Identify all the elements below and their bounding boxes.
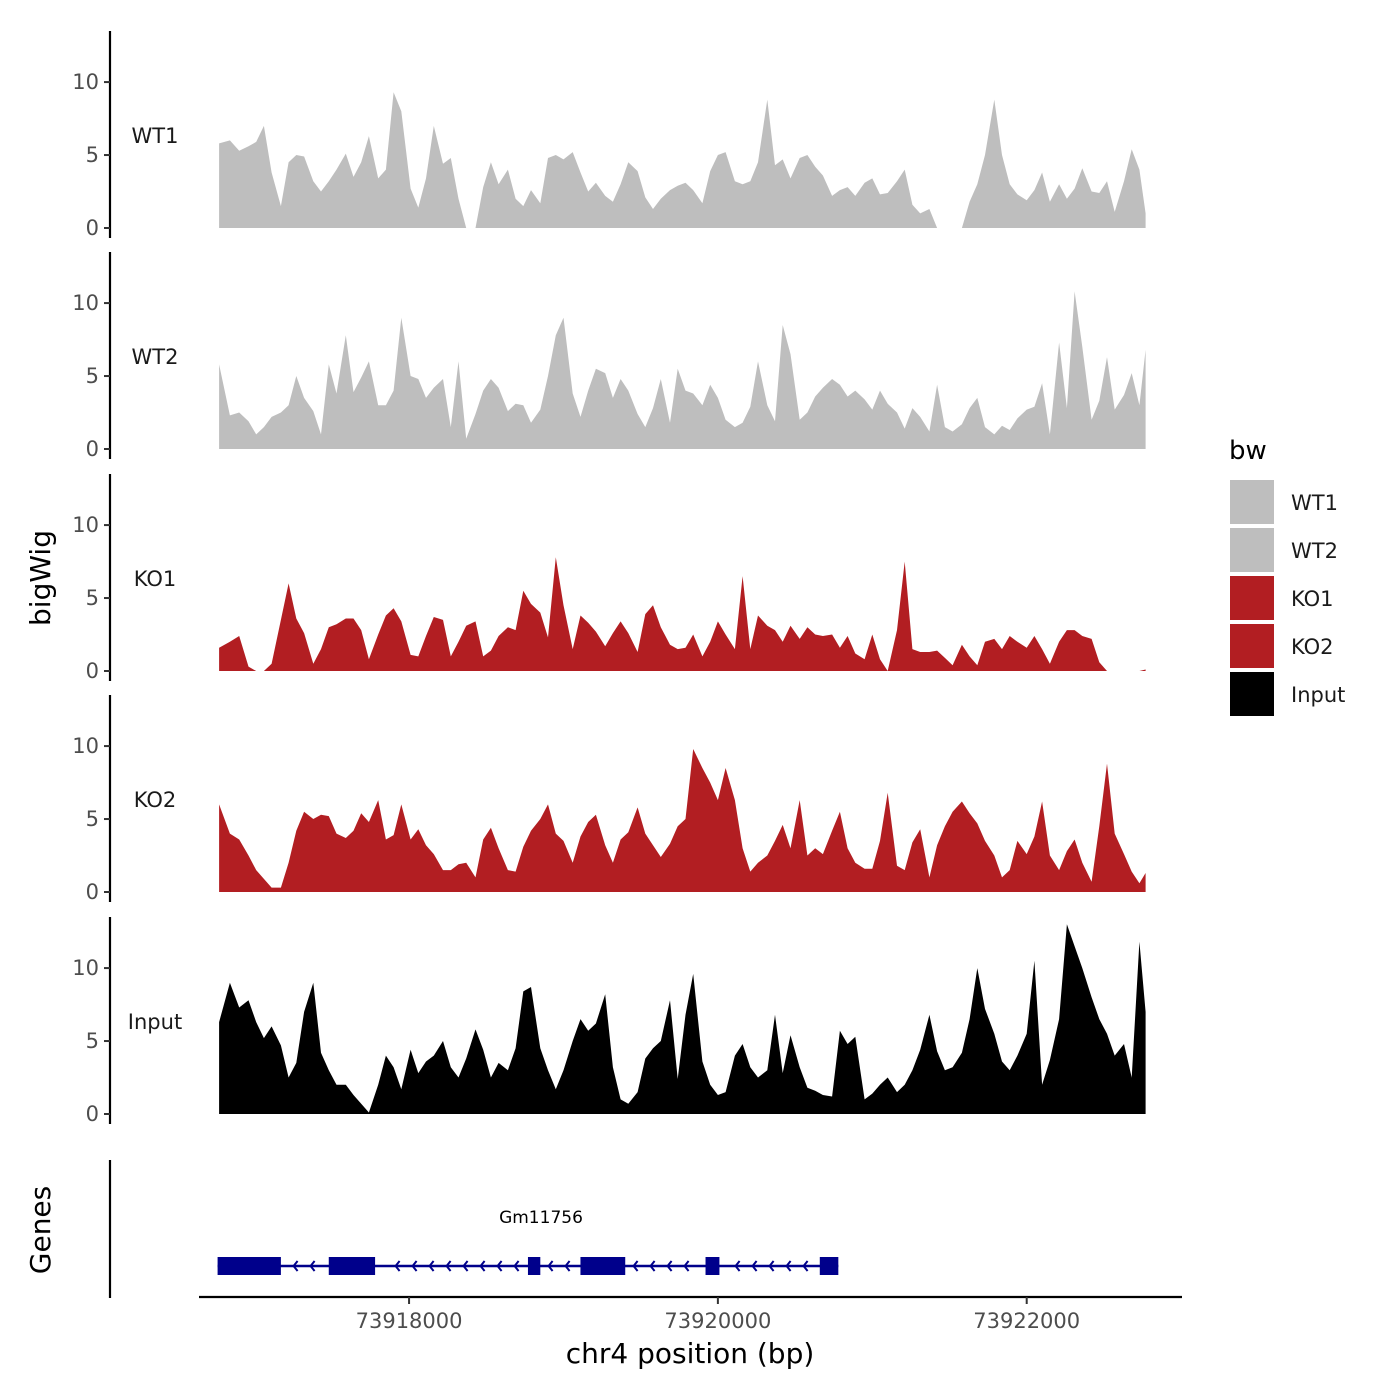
y-tick-label: 5 xyxy=(86,1029,99,1053)
y-tick-label: 5 xyxy=(86,364,99,388)
gene-exon xyxy=(217,1257,281,1275)
strand-arrow xyxy=(683,1260,690,1272)
strand-arrow xyxy=(751,1260,758,1272)
legend-entry-wt1: WT1 xyxy=(1230,480,1338,524)
y-tick-label: 5 xyxy=(86,586,99,610)
strand-arrow xyxy=(479,1260,486,1272)
strand-arrow xyxy=(309,1260,316,1272)
strand-arrow xyxy=(632,1260,639,1272)
track-ko1: 0 5 10 KO1 xyxy=(72,474,1146,683)
strand-arrow xyxy=(394,1260,401,1272)
strand-arrow xyxy=(496,1260,503,1272)
coverage-area-wt1 xyxy=(219,92,1146,228)
x-axis: 73918000 73920000 73922000 xyxy=(199,1295,1182,1333)
gene-name-label: Gm11756 xyxy=(499,1208,583,1228)
strand-arrow xyxy=(734,1260,741,1272)
legend-entry-ko1: KO1 xyxy=(1230,576,1334,620)
track-wt1: 0 5 10 WT1 xyxy=(72,31,1146,240)
legend-swatch xyxy=(1230,624,1274,668)
x-tick-label: 73920000 xyxy=(664,1309,771,1333)
gene-exon xyxy=(527,1257,541,1275)
gene-exon xyxy=(580,1257,626,1275)
strand-arrow xyxy=(462,1260,469,1272)
coverage-area-ko1 xyxy=(219,557,1146,671)
strand-arrow xyxy=(445,1260,452,1272)
gene-annotation-track: Gm11756 xyxy=(108,1160,839,1298)
gene-exon xyxy=(328,1257,376,1275)
y-tick-label: 5 xyxy=(86,807,99,831)
coverage-tracks: 0 5 10 WT1 0 5 10 WT2 0 5 10 KO1 0 5 10 KO2 0 5 10 Input xyxy=(72,31,1146,1126)
y-tick-label: 0 xyxy=(86,880,99,904)
y-tick-label: 0 xyxy=(86,1102,99,1126)
track-ko2: 0 5 10 KO2 xyxy=(72,695,1146,904)
legend-swatch xyxy=(1230,480,1274,524)
legend-entry-input: Input xyxy=(1230,672,1345,716)
y-tick-label: 10 xyxy=(72,956,99,980)
legend-entry-ko2: KO2 xyxy=(1230,624,1334,668)
strand-arrow xyxy=(564,1260,571,1272)
strand-arrow xyxy=(428,1260,435,1272)
y-tick-label: 5 xyxy=(86,143,99,167)
legend-label: KO1 xyxy=(1291,587,1334,611)
strand-arrow xyxy=(547,1260,554,1272)
y-tick-label: 10 xyxy=(72,513,99,537)
legend-swatch xyxy=(1230,672,1274,716)
legend-entry-wt2: WT2 xyxy=(1230,528,1338,572)
strand-arrow xyxy=(292,1260,299,1272)
strand-arrow xyxy=(785,1260,792,1272)
track-wt2: 0 5 10 WT2 xyxy=(72,252,1146,461)
legend-title: bw xyxy=(1229,436,1267,466)
y-tick-label: 0 xyxy=(86,437,99,461)
strand-arrow xyxy=(768,1260,775,1272)
strand-arrow xyxy=(513,1260,520,1272)
gene-model: Gm11756 xyxy=(217,1208,839,1275)
y-tick-label: 0 xyxy=(86,659,99,683)
strand-arrow xyxy=(666,1260,673,1272)
y-axis-title: bigWig xyxy=(24,530,57,626)
gene-exon xyxy=(819,1257,839,1275)
y-tick-label: 10 xyxy=(72,734,99,758)
track-label: WT2 xyxy=(132,345,179,369)
coverage-area-input xyxy=(219,924,1146,1114)
track-input: 0 5 10 Input xyxy=(72,917,1146,1126)
strand-arrow xyxy=(411,1260,418,1272)
y-tick-label: 10 xyxy=(72,70,99,94)
x-tick-label: 73918000 xyxy=(356,1309,463,1333)
y-tick-label: 0 xyxy=(86,216,99,240)
strand-arrow xyxy=(802,1260,809,1272)
legend-swatch xyxy=(1230,576,1274,620)
x-axis-title: chr4 position (bp) xyxy=(566,1337,815,1370)
genes-axis-title: Genes xyxy=(24,1186,57,1274)
legend-label: Input xyxy=(1291,683,1345,707)
legend-label: WT1 xyxy=(1291,491,1338,515)
track-label: WT1 xyxy=(132,124,179,148)
track-label: KO1 xyxy=(134,567,177,591)
legend-swatch xyxy=(1230,528,1274,572)
gene-exon xyxy=(705,1257,720,1275)
legend: bw WT1 WT2 KO1 KO2 Input xyxy=(1229,436,1345,716)
y-tick-label: 10 xyxy=(72,291,99,315)
x-tick-label: 73922000 xyxy=(973,1309,1080,1333)
coverage-area-wt2 xyxy=(219,291,1146,449)
legend-label: KO2 xyxy=(1291,635,1334,659)
track-label: KO2 xyxy=(134,788,177,812)
legend-label: WT2 xyxy=(1291,539,1338,563)
coverage-area-ko2 xyxy=(219,749,1146,892)
strand-arrow xyxy=(649,1260,656,1272)
track-label: Input xyxy=(128,1010,182,1034)
